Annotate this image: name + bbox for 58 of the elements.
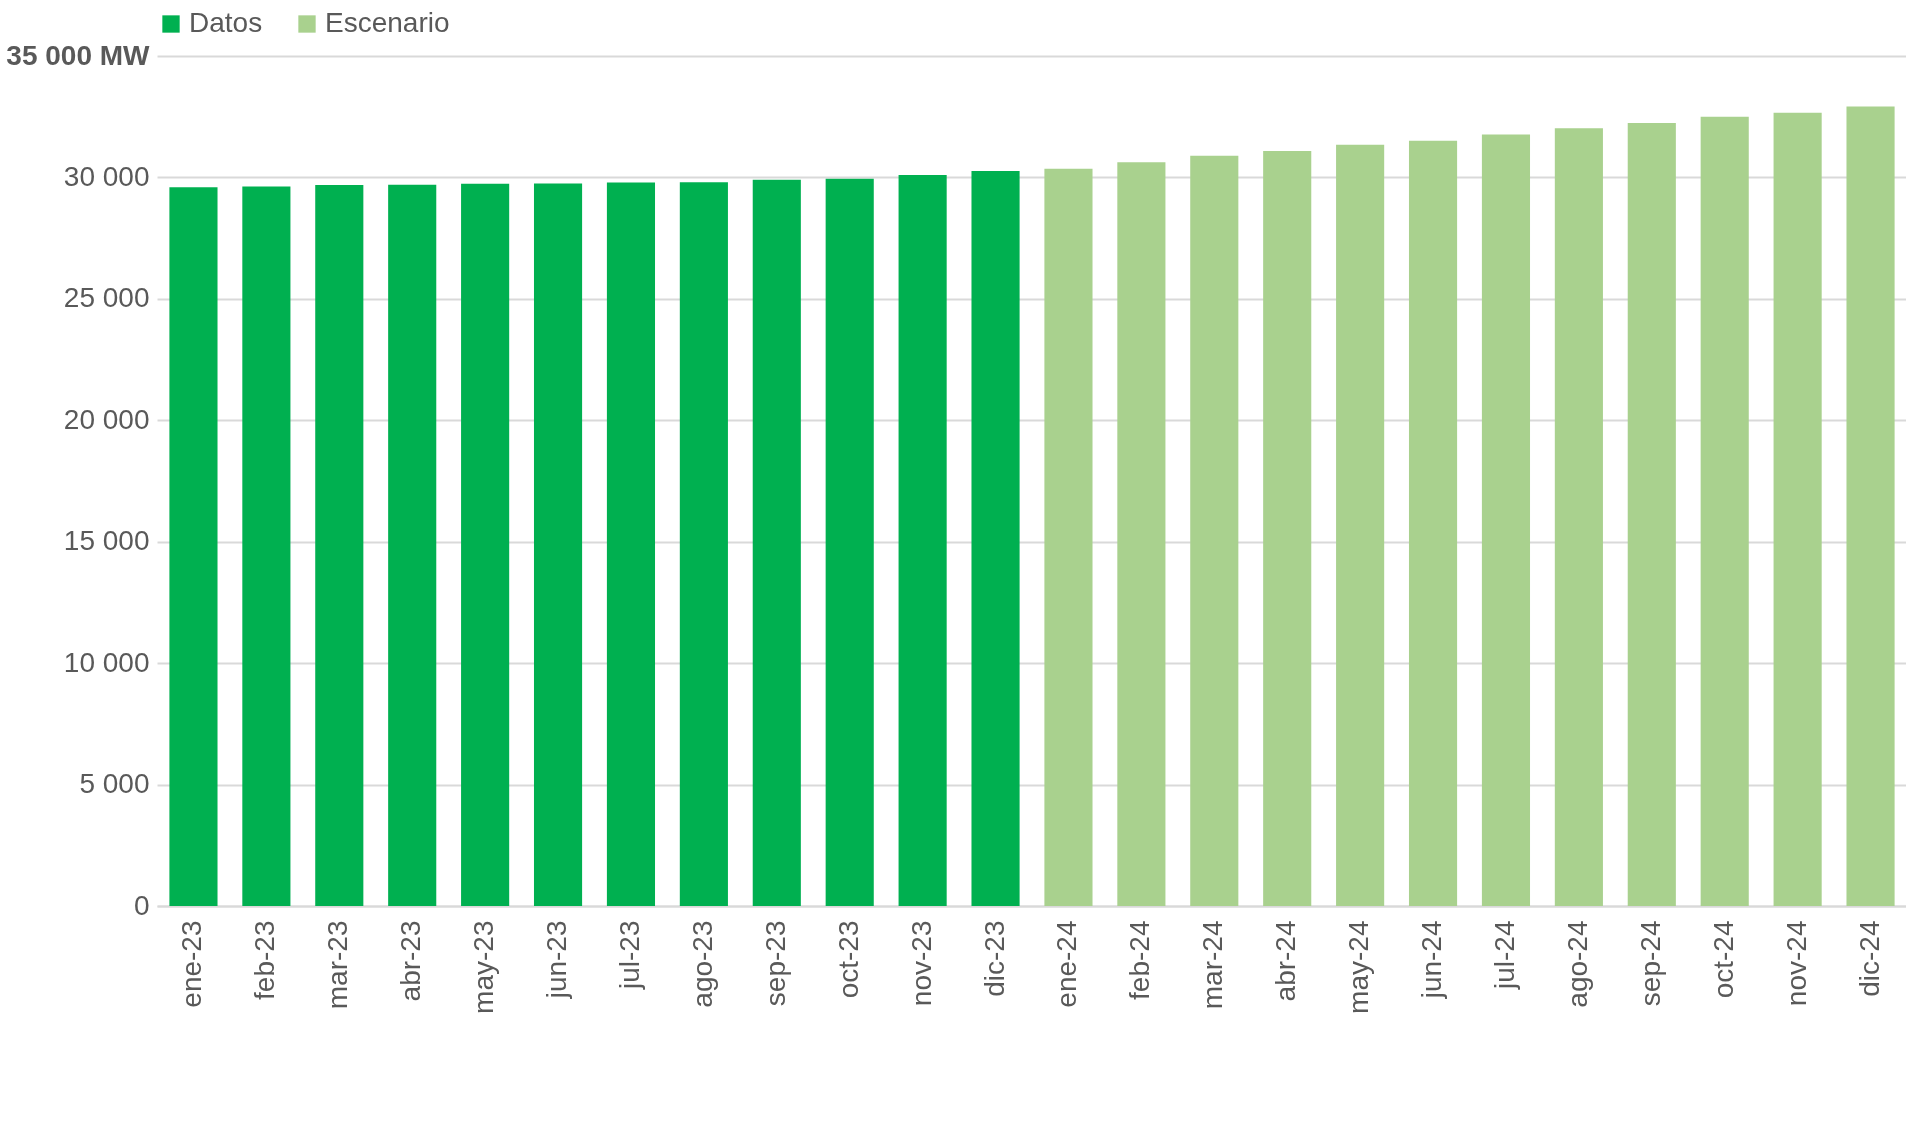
y-tick-label: 35 000 MW <box>6 39 151 71</box>
y-tick-label: 0 <box>133 889 150 921</box>
x-tick-label: jun-24 <box>1416 920 1448 1000</box>
bar <box>315 184 364 906</box>
bar <box>1263 150 1312 906</box>
bar <box>388 184 437 906</box>
bar <box>1336 144 1385 906</box>
x-tick-label: oct-24 <box>1707 920 1739 999</box>
bar <box>1408 140 1458 906</box>
x-tick-label: oct-23 <box>832 920 864 999</box>
bar <box>169 187 218 906</box>
x-tick-label: ene-24 <box>1051 920 1083 1008</box>
x-tick-label: dic-23 <box>978 920 1010 997</box>
y-tick-label: 5 000 <box>79 768 150 800</box>
bar <box>1044 168 1093 906</box>
bar <box>1190 155 1239 906</box>
x-tick-label: may-24 <box>1343 920 1375 1014</box>
x-tick-label: may-23 <box>468 920 500 1014</box>
x-tick-label: abr-24 <box>1270 920 1302 1002</box>
y-tick-label: 10 000 <box>63 646 150 678</box>
x-tick-label: jul-23 <box>613 920 645 990</box>
x-tick-label: nov-24 <box>1780 920 1812 1007</box>
y-tick-label: 15 000 <box>63 525 150 557</box>
bar <box>1846 106 1895 906</box>
bar <box>606 182 656 906</box>
legend-label: Datos <box>189 7 263 38</box>
x-tick-label: ago-24 <box>1561 920 1593 1008</box>
y-tick-label: 20 000 <box>63 403 150 435</box>
bar <box>1554 128 1603 906</box>
x-tick-label: mar-24 <box>1197 920 1229 1010</box>
bar <box>898 175 947 906</box>
bar <box>1481 134 1531 906</box>
bar <box>679 182 728 906</box>
bar <box>461 183 510 906</box>
bar <box>752 179 801 906</box>
x-tick-label: mar-23 <box>322 920 354 1010</box>
y-tick-label: 25 000 <box>63 282 150 314</box>
y-tick-label: 30 000 <box>63 160 150 192</box>
bar <box>825 178 874 906</box>
legend-label: Escenario <box>325 7 450 38</box>
x-tick-label: sep-24 <box>1634 920 1666 1007</box>
bar <box>971 171 1020 906</box>
x-tick-label: ago-23 <box>686 920 718 1008</box>
x-tick-label: dic-24 <box>1853 920 1885 997</box>
x-tick-label: sep-23 <box>759 920 791 1007</box>
x-tick-label: abr-23 <box>395 920 427 1002</box>
x-tick-label: ene-23 <box>176 920 208 1008</box>
x-tick-label: feb-23 <box>249 920 281 1000</box>
bar <box>242 186 291 906</box>
bar <box>1117 162 1166 906</box>
bar <box>1700 116 1749 906</box>
x-tick-label: feb-24 <box>1124 920 1156 1000</box>
x-tick-label: nov-23 <box>905 920 937 1007</box>
bar <box>533 183 583 906</box>
x-tick-label: jun-23 <box>541 920 573 1000</box>
bar <box>1627 123 1676 906</box>
x-tick-label: jul-24 <box>1488 920 1520 990</box>
bar <box>1773 112 1822 906</box>
